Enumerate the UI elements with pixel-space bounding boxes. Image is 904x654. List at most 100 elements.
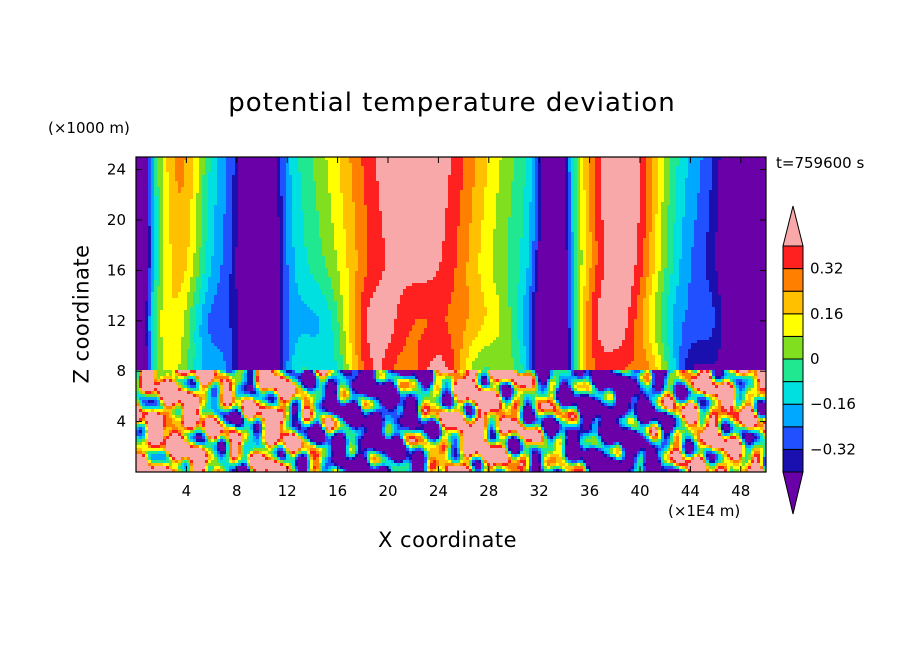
field-cell xyxy=(532,166,536,170)
field-cell xyxy=(466,199,470,203)
field-cell xyxy=(334,199,338,203)
field-cell xyxy=(664,184,668,188)
field-cell xyxy=(754,160,758,164)
field-cell xyxy=(655,166,659,170)
field-cell xyxy=(226,190,230,194)
field-cell xyxy=(658,220,662,224)
field-cell xyxy=(571,166,575,170)
field-cell xyxy=(256,220,260,224)
field-cell xyxy=(697,166,701,170)
field-cell xyxy=(739,214,743,218)
field-cell xyxy=(376,214,380,218)
field-cell xyxy=(541,223,545,227)
field-cell xyxy=(364,208,368,212)
field-cell xyxy=(352,166,356,170)
field-cell xyxy=(271,163,275,167)
field-cell xyxy=(199,205,203,209)
field-cell xyxy=(262,223,266,227)
field-cell xyxy=(487,217,491,221)
field-cell xyxy=(739,181,743,185)
field-cell xyxy=(715,175,719,179)
field-cell xyxy=(148,181,152,185)
field-cell xyxy=(460,166,464,170)
field-cell xyxy=(325,163,329,167)
field-cell xyxy=(562,163,566,167)
field-cell xyxy=(256,223,260,227)
field-cell xyxy=(433,193,437,197)
field-cell xyxy=(421,199,425,203)
field-cell xyxy=(250,196,254,200)
field-cell xyxy=(511,226,515,230)
field-cell xyxy=(154,214,158,218)
field-cell xyxy=(619,163,623,167)
field-cell xyxy=(220,181,224,185)
field-cell xyxy=(517,226,521,230)
field-cell xyxy=(142,160,146,164)
field-cell xyxy=(718,169,722,173)
field-cell xyxy=(616,202,620,206)
field-cell xyxy=(292,169,296,173)
field-cell xyxy=(235,184,239,188)
field-cell xyxy=(229,196,233,200)
field-cell xyxy=(553,208,557,212)
field-cell xyxy=(529,190,533,194)
field-cell xyxy=(289,175,293,179)
field-cell xyxy=(154,226,158,230)
field-cell xyxy=(235,190,239,194)
field-cell xyxy=(754,193,758,197)
field-cell xyxy=(607,211,611,215)
field-cell xyxy=(319,157,323,161)
field-cell xyxy=(478,199,482,203)
field-cell xyxy=(340,214,344,218)
field-cell xyxy=(214,205,218,209)
field-cell xyxy=(322,163,326,167)
field-cell xyxy=(232,178,236,182)
field-cell xyxy=(283,190,287,194)
field-cell xyxy=(733,214,737,218)
field-cell xyxy=(451,169,455,173)
field-cell xyxy=(472,220,476,224)
field-cell xyxy=(667,214,671,218)
field-cell xyxy=(328,169,332,173)
field-cell xyxy=(238,163,242,167)
field-cell xyxy=(580,208,584,212)
field-cell xyxy=(172,157,176,161)
field-cell xyxy=(421,193,425,197)
field-cell xyxy=(238,178,242,182)
field-cell xyxy=(517,166,521,170)
field-cell xyxy=(520,175,524,179)
field-cell xyxy=(682,160,686,164)
field-cell xyxy=(664,208,668,212)
field-cell xyxy=(370,175,374,179)
field-cell xyxy=(364,202,368,206)
field-cell xyxy=(283,217,287,221)
field-cell xyxy=(439,181,443,185)
field-cell xyxy=(376,193,380,197)
field-cell xyxy=(685,211,689,215)
field-cell xyxy=(595,223,599,227)
field-cell xyxy=(439,160,443,164)
field-cell xyxy=(322,223,326,227)
field-cell xyxy=(355,187,359,191)
field-cell xyxy=(331,157,335,161)
field-cell xyxy=(571,187,575,191)
field-cell xyxy=(451,178,455,182)
field-cell xyxy=(253,196,257,200)
field-cell xyxy=(367,178,371,182)
field-cell xyxy=(526,181,530,185)
field-cell xyxy=(136,181,140,185)
field-cell xyxy=(166,157,170,161)
field-cell xyxy=(157,199,161,203)
field-cell xyxy=(526,202,530,206)
field-cell xyxy=(565,205,569,209)
field-cell xyxy=(472,175,476,179)
field-cell xyxy=(259,187,263,191)
field-cell xyxy=(685,163,689,167)
field-cell xyxy=(670,184,674,188)
field-cell xyxy=(157,193,161,197)
field-cell xyxy=(238,172,242,176)
field-cell xyxy=(184,166,188,170)
field-cell xyxy=(199,157,203,161)
field-cell xyxy=(691,199,695,203)
field-cell xyxy=(454,223,458,227)
